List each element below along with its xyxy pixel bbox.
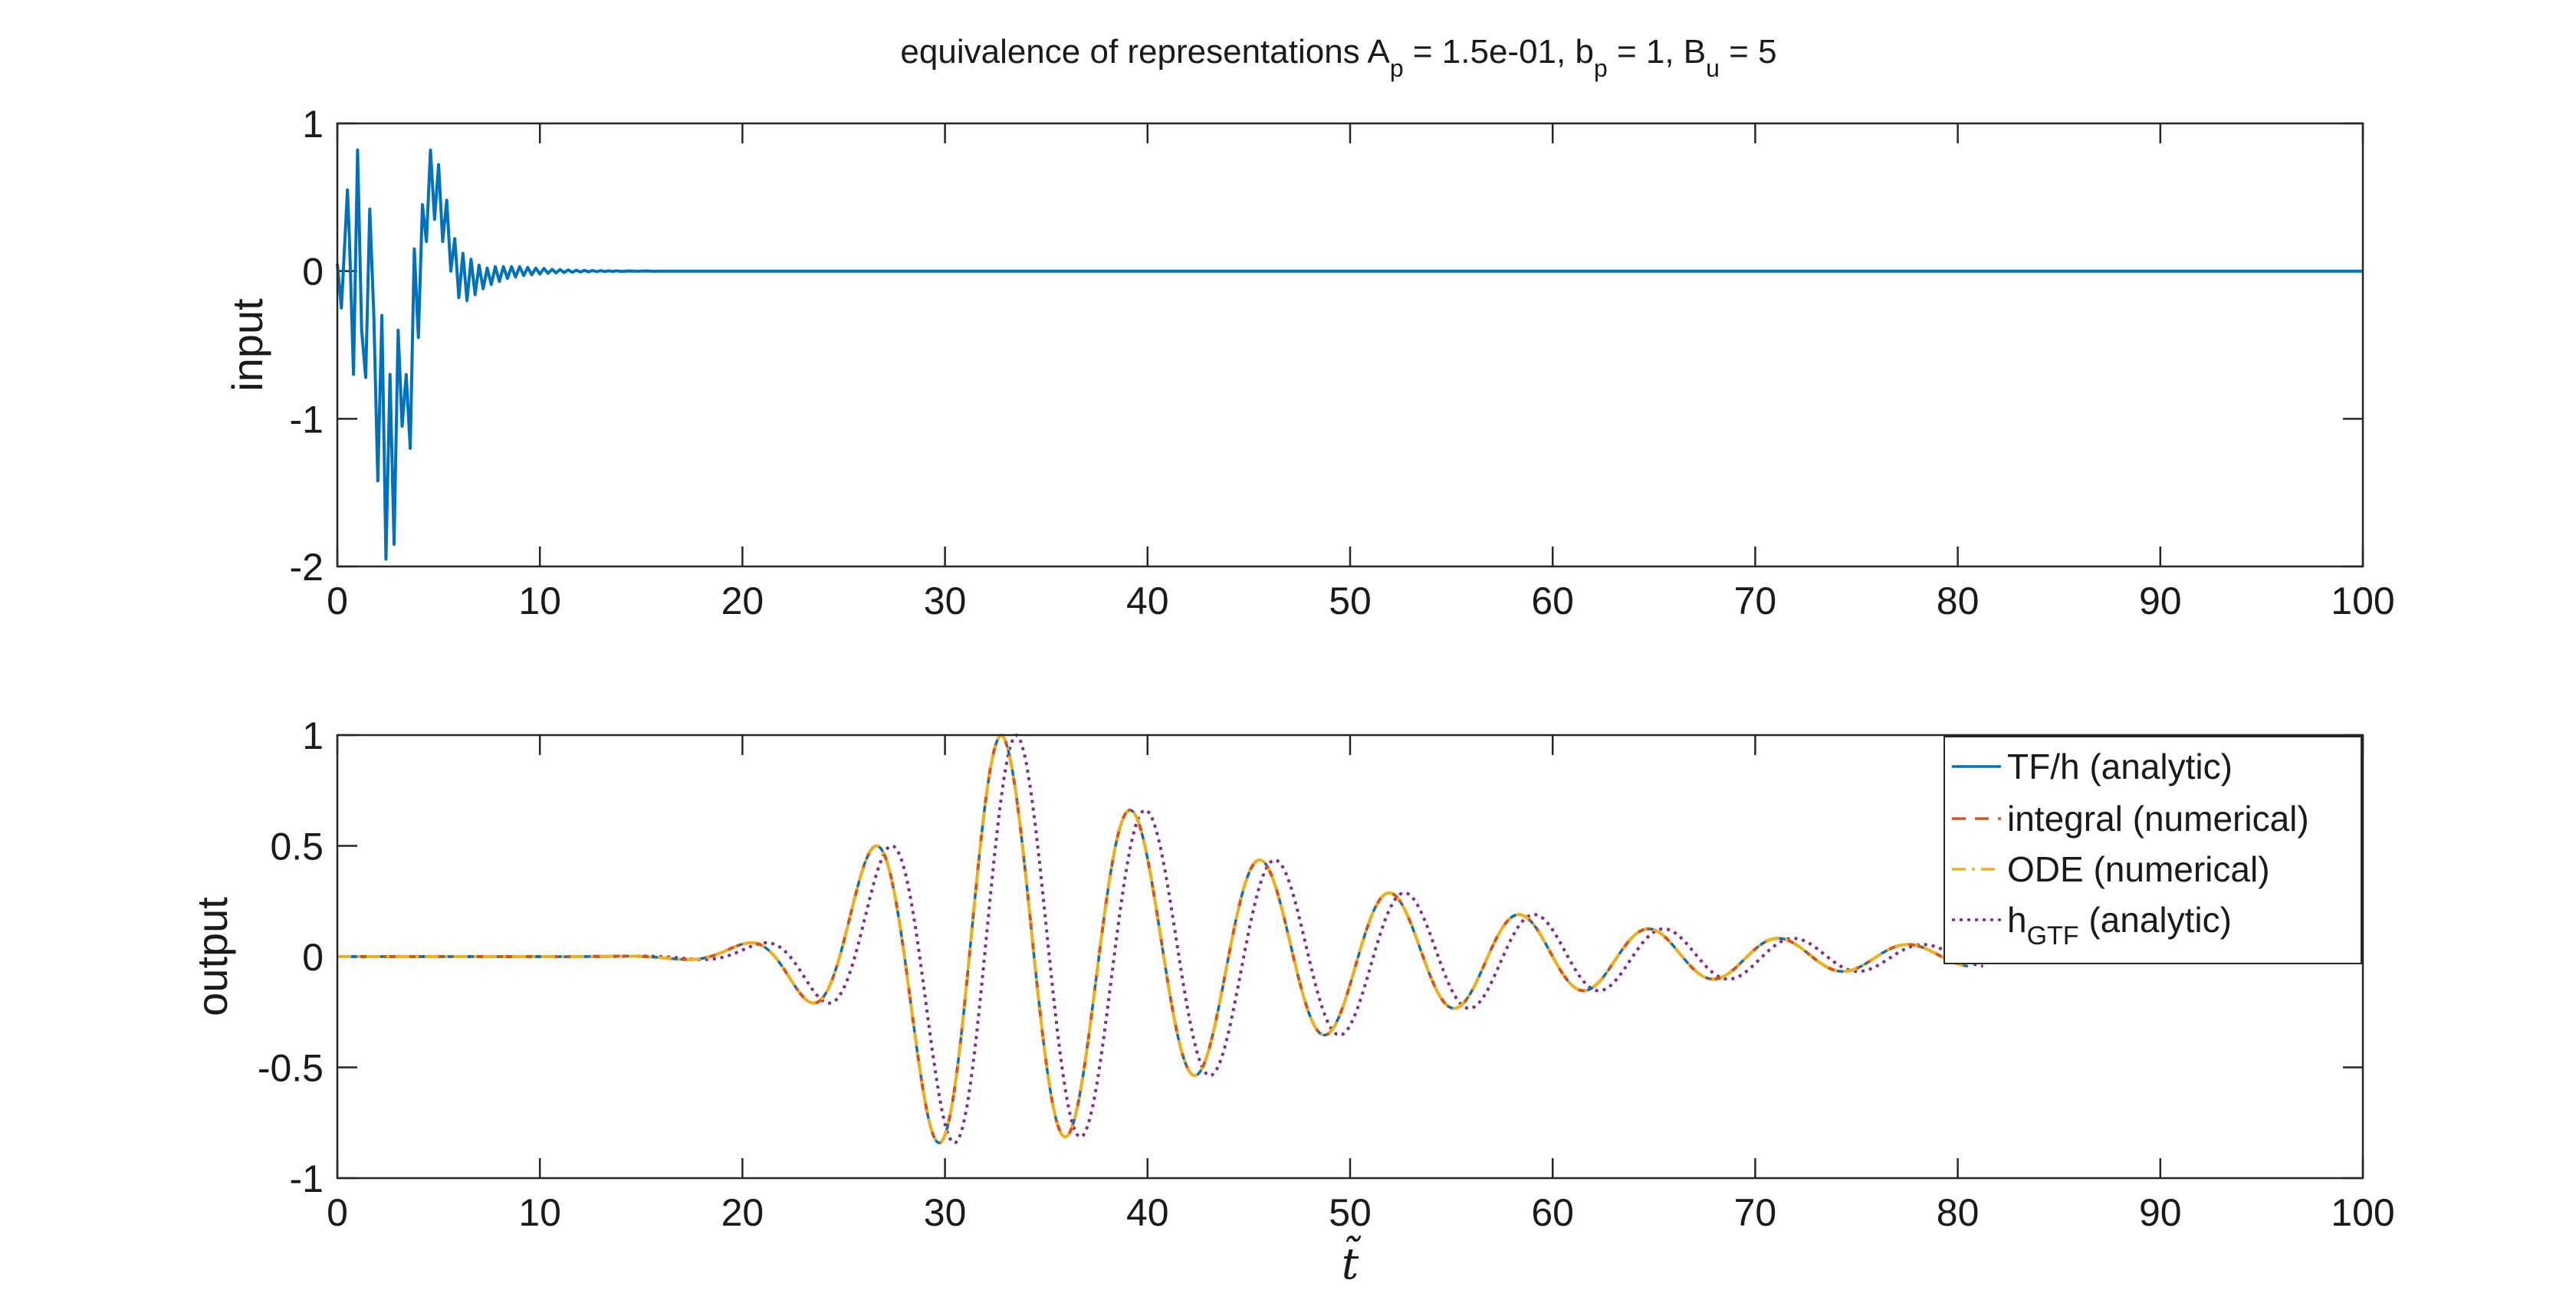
legend-label-hgtf: hGTF (analytic) (2007, 900, 2232, 950)
x-tick-label: 80 (1937, 1191, 1980, 1234)
legend: TF/h (analytic) integral (numerical) ODE… (1944, 736, 2362, 964)
input-y-axis-label: input (223, 298, 271, 392)
legend-entry-hgtf: hGTF (analytic) (1952, 900, 2232, 950)
x-tick-label: 70 (1734, 1191, 1777, 1234)
input-x-tick-labels: 0 10 20 30 40 50 60 70 80 90 100 (327, 579, 2395, 622)
y-tick-label: 1 (302, 103, 324, 146)
output-series-line-2 (337, 734, 1969, 1144)
input-series-line (336, 148, 2363, 561)
x-tick-label: 90 (2139, 1191, 2182, 1234)
x-tick-label: 60 (1531, 579, 1574, 622)
legend-box (1944, 736, 2362, 964)
output-y-tick-labels: -1 -0.5 0 0.5 1 (258, 714, 324, 1200)
output-series (337, 734, 1984, 1144)
y-tick-label: 0 (302, 251, 324, 294)
x-tick-label: 0 (327, 579, 348, 622)
input-plot-area (337, 123, 2363, 566)
x-tick-label: 100 (2331, 579, 2394, 622)
x-tick-label: 30 (924, 579, 967, 622)
x-tick-label: 80 (1937, 579, 1980, 622)
legend-entry-tf-h: TF/h (analytic) (1952, 747, 2233, 786)
output-axes-box (336, 734, 2364, 1180)
legend-entry-integral: integral (numerical) (1952, 799, 2309, 839)
input-axes-box (336, 122, 2364, 568)
x-tick-label: 60 (1531, 1191, 1574, 1234)
x-tick-label: 0 (327, 1191, 348, 1234)
output-x-axis-label: t̃ (1342, 1236, 1362, 1289)
output-y-axis-label: output (188, 897, 236, 1016)
legend-label-integral: integral (numerical) (2007, 799, 2309, 839)
y-tick-label: 0.5 (270, 826, 324, 868)
x-tick-label: 50 (1329, 579, 1372, 622)
legend-entry-ode: ODE (numerical) (1952, 849, 2270, 889)
input-series (336, 148, 2363, 561)
y-tick-label: -0.5 (258, 1047, 324, 1090)
legend-label-ode: ODE (numerical) (2007, 849, 2270, 889)
output-axes: 0 10 20 30 40 50 60 70 80 90 100 -1 -0.5 0 0.5 1 outpu… (188, 714, 2395, 1289)
y-tick-label: 1 (302, 714, 324, 757)
output-x-tick-labels: 0 10 20 30 40 50 60 70 80 90 100 (327, 1191, 2395, 1234)
x-tick-label: 100 (2331, 1191, 2394, 1234)
x-tick-label: 40 (1126, 579, 1169, 622)
x-tick-label: 40 (1126, 1191, 1169, 1234)
y-tick-label: -1 (290, 1157, 324, 1200)
y-tick-label: -2 (290, 546, 324, 589)
x-tick-label: 30 (924, 1191, 967, 1234)
legend-label-tf-h: TF/h (analytic) (2007, 747, 2233, 786)
figure-title: equivalence of representations Ap = 1.5e… (900, 33, 1776, 82)
x-tick-label: 20 (721, 1191, 764, 1234)
x-tick-label: 10 (518, 1191, 561, 1234)
y-tick-label: 0 (302, 936, 324, 979)
y-tick-label: -1 (290, 398, 324, 441)
x-tick-label: 50 (1329, 1191, 1372, 1234)
input-axes: 0 10 20 30 40 50 60 70 80 90 100 -2 -1 0 1 input (223, 103, 2395, 622)
x-tick-label: 20 (721, 579, 764, 622)
x-tick-label: 70 (1734, 579, 1777, 622)
input-y-tick-labels: -2 -1 0 1 (290, 103, 324, 589)
x-tick-label: 10 (518, 579, 561, 622)
x-tick-label: 90 (2139, 579, 2182, 622)
